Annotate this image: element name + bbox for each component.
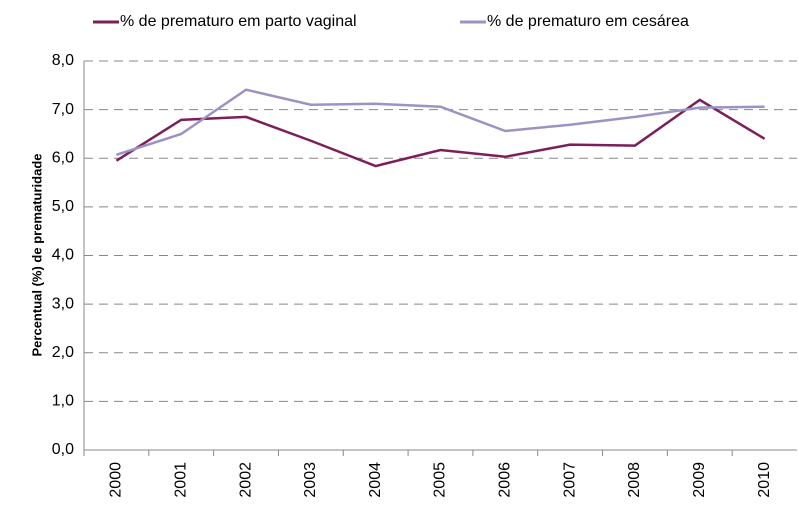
y-tick-label: 3,0 (52, 295, 74, 312)
x-tick-label: 2003 (302, 462, 319, 498)
x-tick-label: 2009 (691, 462, 708, 498)
line-series (115, 98, 766, 168)
legend-label: % de prematuro em parto vaginal (120, 13, 357, 30)
x-tick-label: 2007 (561, 462, 578, 498)
y-tick-label: 4,0 (52, 247, 74, 264)
y-tick-label: 1,0 (52, 393, 74, 410)
legend-label: % de prematuro em cesárea (487, 13, 689, 30)
y-tick-label: 7,0 (52, 101, 74, 118)
x-tick-label: 2004 (367, 462, 384, 498)
x-tick-label: 2001 (172, 462, 189, 498)
y-tick-label: 0,0 (52, 441, 74, 458)
x-tick-label: 2008 (626, 462, 643, 498)
y-tick-label: 5,0 (52, 198, 74, 215)
x-tick-label: 2000 (108, 462, 125, 498)
y-axis-label: Percentual (%) de prematuridade (29, 154, 44, 357)
y-tick-label: 6,0 (52, 149, 74, 166)
x-tick-label: 2002 (237, 462, 254, 498)
x-tick-label: 2010 (756, 462, 773, 498)
y-tick-label: 2,0 (52, 344, 74, 361)
line-series (116, 88, 765, 157)
y-tick-label: 8,0 (52, 52, 74, 69)
x-tick-label: 2005 (432, 462, 449, 498)
x-tick-label: 2006 (497, 462, 514, 498)
